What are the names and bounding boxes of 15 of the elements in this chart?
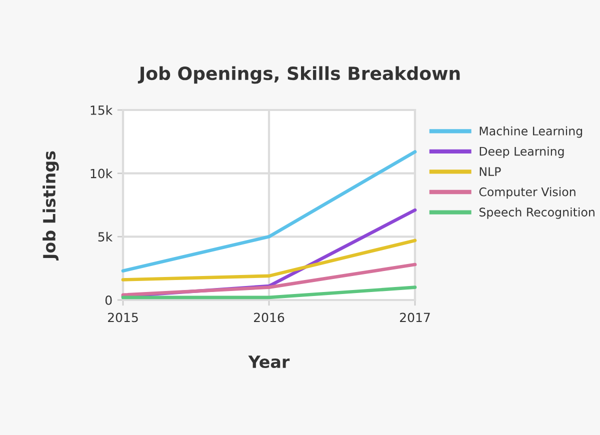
legend-label: Speech Recognition [479, 207, 594, 219]
x-axis-title: Year [248, 356, 290, 368]
legend-label: Deep Learning [480, 146, 564, 158]
y-tick-label: 5k [98, 232, 113, 242]
legend-label: Computer Vision [479, 187, 576, 199]
x-tick-label: 2017 [400, 312, 430, 322]
legend-label: Machine Learning [480, 126, 582, 138]
y-tick-label: 10k [90, 168, 113, 178]
x-tick-label: 2015 [108, 312, 138, 322]
chart-title: Job Openings, Skills Breakdown [138, 66, 460, 84]
x-tick-label: 2016 [254, 312, 284, 322]
legend-label: NLP [480, 167, 501, 176]
y-axis-title: Job Listings [42, 151, 59, 260]
y-tick-label: 15k [90, 105, 113, 115]
y-tick-label: 0 [105, 295, 112, 305]
